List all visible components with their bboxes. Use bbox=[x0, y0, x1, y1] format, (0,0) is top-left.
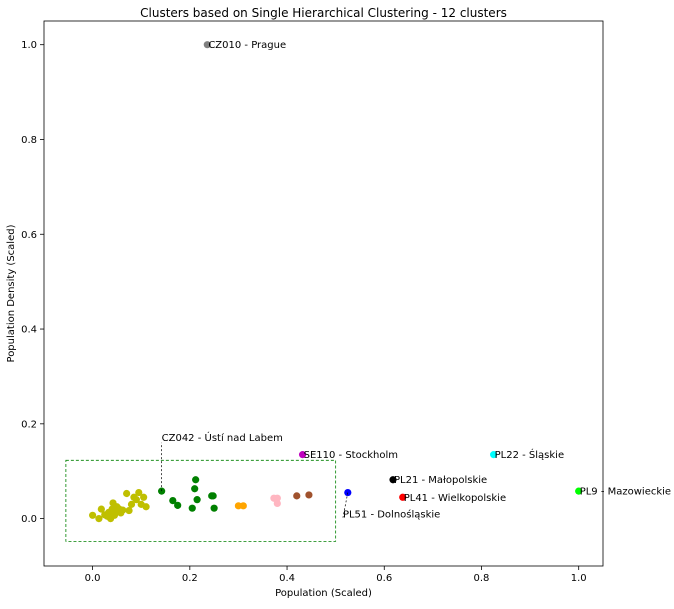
data-point bbox=[293, 492, 301, 500]
data-point bbox=[192, 476, 200, 484]
data-point bbox=[305, 491, 313, 499]
data-point bbox=[89, 511, 97, 519]
y-tick-label: 0.8 bbox=[21, 135, 37, 146]
data-point bbox=[142, 503, 150, 511]
data-point bbox=[273, 494, 281, 502]
data-point bbox=[169, 497, 177, 505]
y-axis-label: Population Density (Scaled) bbox=[6, 224, 17, 362]
x-tick-label: 0.8 bbox=[474, 573, 490, 584]
y-tick-label: 0.0 bbox=[21, 514, 37, 525]
x-tick-label: 0.2 bbox=[182, 573, 198, 584]
y-tick-label: 0.2 bbox=[21, 419, 37, 430]
data-point bbox=[575, 487, 583, 495]
x-tick-label: 1.0 bbox=[571, 573, 587, 584]
y-tick-label: 1.0 bbox=[21, 40, 37, 51]
data-point bbox=[97, 505, 105, 513]
x-tick-label: 0.0 bbox=[85, 573, 101, 584]
data-points bbox=[89, 41, 583, 523]
x-axis-ticks: 0.0 0.2 0.4 0.6 0.8 1.0 bbox=[85, 566, 587, 584]
data-point bbox=[399, 493, 407, 501]
data-point bbox=[188, 504, 196, 512]
plot-frame bbox=[43, 20, 604, 567]
x-axis-label: Population (Scaled) bbox=[275, 588, 372, 599]
point-annotation-label: PL22 - Śląskie bbox=[495, 448, 564, 461]
data-point bbox=[209, 492, 217, 500]
data-point bbox=[239, 502, 247, 510]
cluster-highlight-box bbox=[65, 459, 337, 542]
data-point bbox=[273, 499, 281, 508]
x-tick-label: 0.6 bbox=[376, 573, 392, 584]
point-annotation-label: PL9 - Mazowieckie bbox=[580, 487, 671, 498]
x-tick-label: 0.4 bbox=[279, 573, 295, 584]
point-annotation-label: CZ042 - Ústí nad Labem bbox=[162, 431, 283, 444]
data-point bbox=[203, 41, 211, 49]
point-annotation-label: PL21 - Małopolskie bbox=[394, 475, 487, 486]
data-point bbox=[389, 476, 397, 484]
data-point bbox=[125, 506, 133, 515]
annotation-leader-line bbox=[342, 492, 349, 518]
point-annotation-label: SE110 - Stockholm bbox=[304, 450, 398, 461]
data-point bbox=[123, 489, 131, 498]
data-point bbox=[119, 506, 127, 514]
point-annotation-label: PL51 - Dolnośląskie bbox=[343, 509, 440, 521]
point-annotation-label: CZ010 - Prague bbox=[208, 40, 286, 51]
data-point bbox=[95, 515, 103, 523]
data-point bbox=[191, 485, 199, 493]
y-tick-label: 0.4 bbox=[21, 325, 37, 336]
data-point bbox=[132, 496, 140, 504]
data-point bbox=[140, 493, 148, 501]
data-point bbox=[135, 488, 143, 497]
data-point bbox=[127, 500, 136, 508]
point-annotation-label: PL41 - Wielkopolskie bbox=[404, 493, 506, 504]
data-point bbox=[210, 504, 218, 512]
data-point bbox=[298, 451, 307, 459]
data-point bbox=[490, 451, 498, 459]
chart-title: Clusters based on Single Hierarchical Cl… bbox=[140, 6, 507, 20]
y-axis-ticks: 0.0 0.2 0.4 0.6 0.8 1.0 bbox=[21, 40, 44, 525]
data-point bbox=[174, 501, 182, 509]
y-tick-label: 0.6 bbox=[21, 230, 37, 241]
data-point bbox=[193, 496, 201, 504]
point-annotations: CZ010 - Prague SE110 - Stockholm PL22 - Śl… bbox=[161, 40, 671, 521]
